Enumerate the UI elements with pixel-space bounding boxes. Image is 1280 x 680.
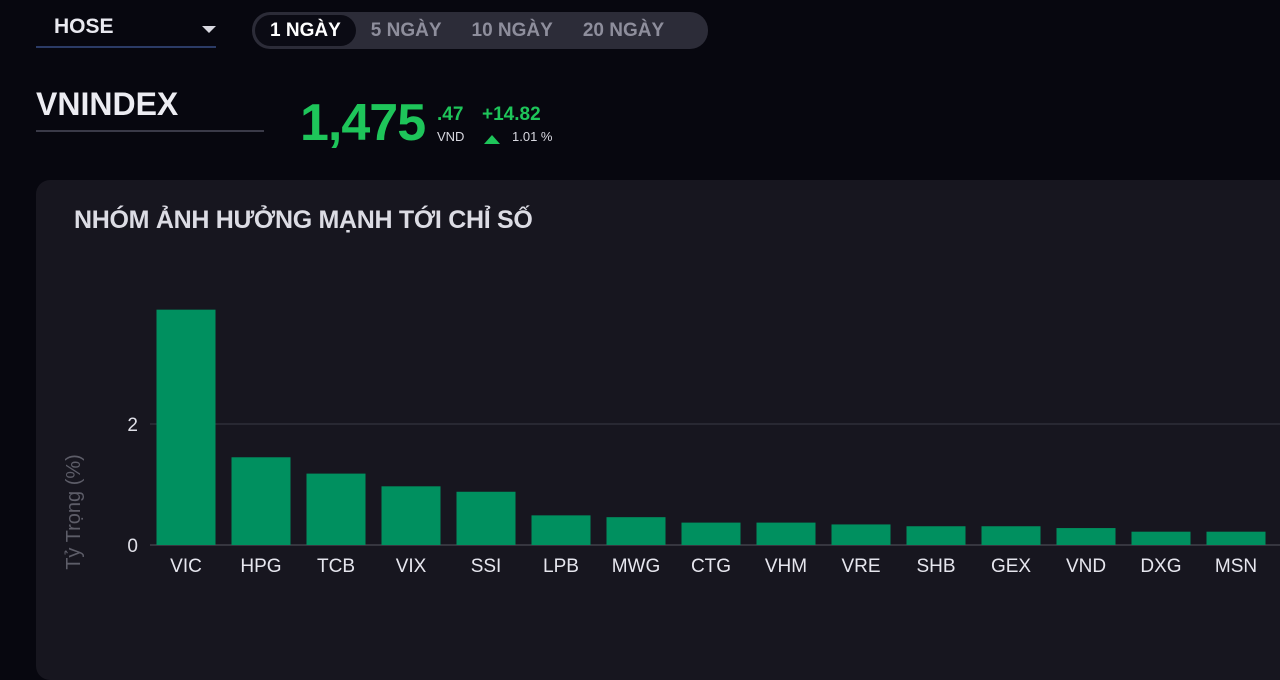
bar-gex: [981, 526, 1041, 545]
x-tick-label: LPB: [543, 556, 579, 577]
y-axis-label: Tỷ Trọng (%): [63, 454, 85, 570]
x-tick-label: MSN: [1215, 556, 1257, 577]
price-change-percent: 1.01 %: [512, 129, 553, 144]
bar-shb: [906, 526, 966, 545]
y-tick-label: 2: [127, 415, 138, 436]
tab-20-days[interactable]: 20 NGÀY: [582, 20, 665, 41]
panel-title: NHÓM ẢNH HƯỞNG MẠNH TỚI CHỈ SỐ: [74, 206, 533, 234]
x-tick-label: GEX: [991, 556, 1031, 577]
tab-5-days[interactable]: 5 NGÀY: [370, 20, 442, 41]
x-tick-label: CTG: [691, 556, 731, 577]
x-tick-label: VND: [1066, 556, 1106, 577]
index-price-decimal: .47: [437, 104, 464, 125]
bar-mwg: [606, 517, 666, 545]
x-tick-label: VIX: [396, 556, 427, 577]
chevron-down-icon[interactable]: [202, 26, 216, 33]
period-tabs: 1 NGÀY 5 NGÀY 10 NGÀY 20 NGÀY: [252, 12, 708, 49]
price-change: +14.82: [482, 104, 541, 125]
x-tick-label: VIC: [170, 556, 202, 577]
bar-ctg: [681, 522, 741, 545]
x-tick-label: VHM: [765, 556, 807, 577]
bar-vhm: [756, 522, 816, 545]
bar-hpg: [231, 457, 291, 545]
up-arrow-icon: [484, 135, 500, 144]
exchange-select-value: HOSE: [54, 15, 114, 38]
bar-vnd: [1056, 528, 1116, 545]
index-name-field[interactable]: VNINDEX: [36, 86, 264, 132]
x-tick-label: SSI: [471, 556, 502, 577]
price-unit: VND: [437, 129, 465, 144]
bar-lpb: [531, 515, 591, 545]
influence-bar-chart: 0 2 Tỷ Trọng (%) VIC HPG TCB VIX SSI LPB MWG CTG VH…: [63, 309, 1280, 577]
tab-10-days[interactable]: 10 NGÀY: [471, 20, 553, 41]
x-tick-label: VRE: [841, 556, 880, 577]
x-tick-label: TCB: [317, 556, 355, 577]
bar-dxg: [1131, 531, 1191, 545]
bar-ssi: [456, 491, 516, 545]
bar-vre: [831, 524, 891, 545]
influence-panel: NHÓM ẢNH HƯỞNG MẠNH TỚI CHỈ SỐ 0 2 Tỷ Trọn…: [36, 180, 1280, 680]
x-tick-label: DXG: [1140, 556, 1181, 577]
exchange-select[interactable]: HOSE: [36, 6, 216, 48]
index-price: 1,475: [300, 94, 426, 152]
y-tick-label: 0: [127, 536, 138, 557]
tab-1-day[interactable]: 1 NGÀY: [255, 15, 356, 46]
x-tick-label: SHB: [916, 556, 955, 577]
bar-tcb: [306, 473, 366, 545]
bar-vic: [156, 309, 216, 545]
bar-vix: [381, 486, 441, 545]
bar-msn: [1206, 531, 1266, 545]
x-tick-label: MWG: [612, 556, 661, 577]
index-name: VNINDEX: [36, 86, 179, 122]
x-tick-label: HPG: [240, 556, 281, 577]
